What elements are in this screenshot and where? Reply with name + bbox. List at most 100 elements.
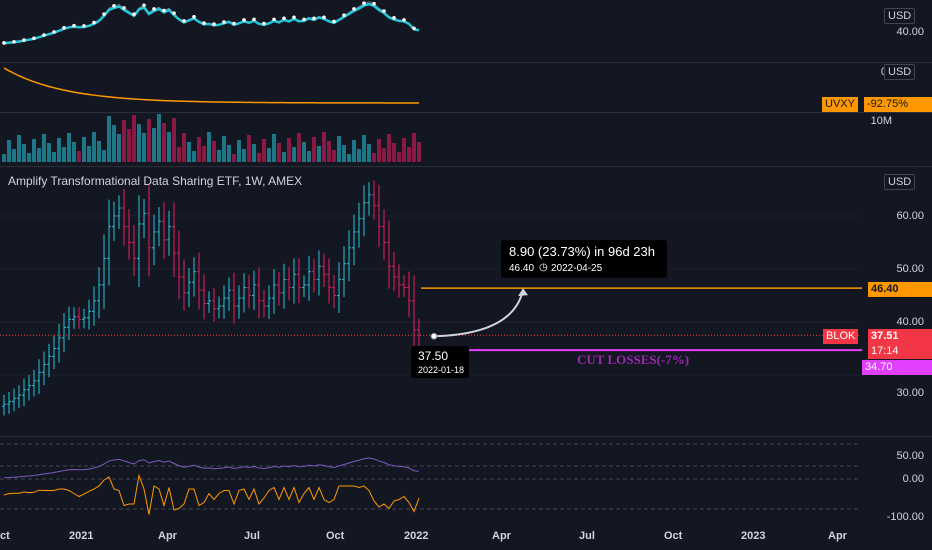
overlay-dot bbox=[182, 19, 186, 23]
currency-button-main[interactable]: USD bbox=[884, 174, 916, 190]
volume-bar bbox=[367, 144, 371, 162]
volume-bar bbox=[272, 134, 276, 162]
volume-bar bbox=[62, 147, 66, 162]
entry-price: 37.50 bbox=[418, 349, 449, 363]
time-axis-label: Apr bbox=[492, 530, 511, 542]
overlay-dot bbox=[252, 17, 256, 22]
volume-bar bbox=[332, 150, 336, 162]
uvxy-symbol-tag: UVXY bbox=[822, 97, 858, 112]
projection-tooltip: 8.90 (23.73%) in 96d 23h 46.40 ◷ 2022-04… bbox=[501, 240, 667, 278]
overlay-dot bbox=[72, 23, 76, 28]
volume-bar bbox=[292, 147, 296, 162]
volume-bar bbox=[357, 149, 361, 162]
overlay-dot bbox=[312, 16, 316, 21]
volume-bar bbox=[252, 144, 256, 162]
volume-bar bbox=[117, 134, 121, 162]
volume-bar bbox=[202, 146, 206, 162]
volume-bar bbox=[22, 144, 26, 162]
overlay-dot bbox=[142, 3, 146, 8]
volume-bar bbox=[17, 135, 21, 162]
volume-bar bbox=[47, 143, 51, 162]
overlay-dot bbox=[222, 20, 226, 24]
overlay-dot bbox=[32, 36, 36, 41]
overlay-dot bbox=[292, 15, 296, 20]
volume-bar bbox=[52, 152, 56, 162]
volume-bar bbox=[262, 139, 266, 162]
pane-separator[interactable] bbox=[0, 166, 932, 167]
overlay-dot bbox=[212, 22, 216, 26]
overlay-dot bbox=[42, 33, 46, 37]
overlay-dot bbox=[362, 1, 366, 5]
entry-tooltip: 37.50 2022-01-18 bbox=[411, 346, 469, 378]
target-price-tag: 46.40 bbox=[868, 282, 932, 297]
volume-bar bbox=[152, 128, 156, 162]
oscillator-axis-label: -100.00 bbox=[886, 511, 924, 523]
chart-title: Amplify Transformational Data Sharing ET… bbox=[8, 174, 303, 188]
volume-bar bbox=[67, 133, 71, 162]
projection-curve bbox=[433, 289, 524, 338]
currency-button-top[interactable]: USD bbox=[884, 8, 916, 24]
volume-bar bbox=[312, 137, 316, 162]
volume-bar bbox=[32, 139, 36, 162]
overlay-dot bbox=[92, 20, 96, 25]
volume-bar bbox=[342, 145, 346, 162]
overlay-dot bbox=[332, 19, 336, 24]
clock-icon: ◷ bbox=[539, 262, 548, 273]
volume-bar bbox=[297, 133, 301, 162]
volume-bar bbox=[317, 146, 321, 162]
volume-bar bbox=[222, 136, 226, 162]
overlay-ma bbox=[3, 2, 420, 45]
projection-detail-price: 46.40 bbox=[509, 263, 535, 274]
symbol-tag: BLOK bbox=[823, 329, 859, 344]
volume-bar bbox=[87, 146, 91, 162]
pane-separator[interactable] bbox=[0, 62, 932, 63]
volume-bar bbox=[242, 149, 246, 162]
volume-bar bbox=[137, 124, 141, 162]
price-axis-label: 40.00 bbox=[896, 316, 924, 328]
volume-bar bbox=[142, 133, 146, 162]
volume-bar bbox=[392, 143, 396, 162]
overlay-dot bbox=[322, 15, 326, 20]
volume-bar bbox=[92, 132, 96, 162]
volume-bar bbox=[112, 125, 116, 162]
volume-bar bbox=[7, 140, 11, 162]
volume-bar bbox=[337, 136, 341, 162]
volume-bar bbox=[82, 137, 86, 162]
volume-bar bbox=[402, 138, 406, 162]
pane-separator[interactable] bbox=[0, 112, 932, 113]
volume-bar bbox=[372, 153, 376, 162]
volume-bar bbox=[177, 147, 181, 162]
time-axis-label: Jul bbox=[244, 530, 260, 542]
volume-bar bbox=[287, 138, 291, 162]
uvxy-line bbox=[3, 67, 420, 104]
overlay-dot bbox=[62, 25, 66, 30]
volume-bar bbox=[102, 150, 106, 162]
volume-bar bbox=[227, 145, 231, 162]
overlay-dot bbox=[192, 14, 196, 19]
pane-separator[interactable] bbox=[0, 436, 932, 437]
overlay-dot bbox=[412, 26, 416, 31]
volume-bar bbox=[352, 140, 356, 162]
volume-bar bbox=[247, 135, 251, 162]
oscillator-axis-label: 0.00 bbox=[902, 473, 924, 485]
overlay-dot bbox=[282, 16, 286, 21]
volume-bar bbox=[42, 134, 46, 162]
overlay-dot bbox=[22, 38, 26, 42]
volume-bar bbox=[167, 132, 171, 162]
volume-bar bbox=[37, 148, 41, 162]
overlay-band bbox=[3, 1, 420, 45]
volume-bar bbox=[2, 154, 6, 162]
projection-arrowhead bbox=[518, 288, 528, 297]
overlay-dot bbox=[52, 30, 56, 34]
overlay-dot bbox=[122, 6, 126, 10]
currency-button-uvxy[interactable]: USD bbox=[884, 64, 916, 80]
overlay-dot bbox=[102, 12, 106, 16]
volume-bar bbox=[12, 149, 16, 162]
time-axis-label: ct bbox=[0, 530, 10, 542]
overlay-dot bbox=[342, 13, 346, 18]
overlay-dot bbox=[152, 7, 156, 11]
oscillator-axis-label: 50.00 bbox=[896, 450, 924, 462]
time-axis-label: Apr bbox=[158, 530, 177, 542]
volume-bar bbox=[27, 153, 31, 162]
